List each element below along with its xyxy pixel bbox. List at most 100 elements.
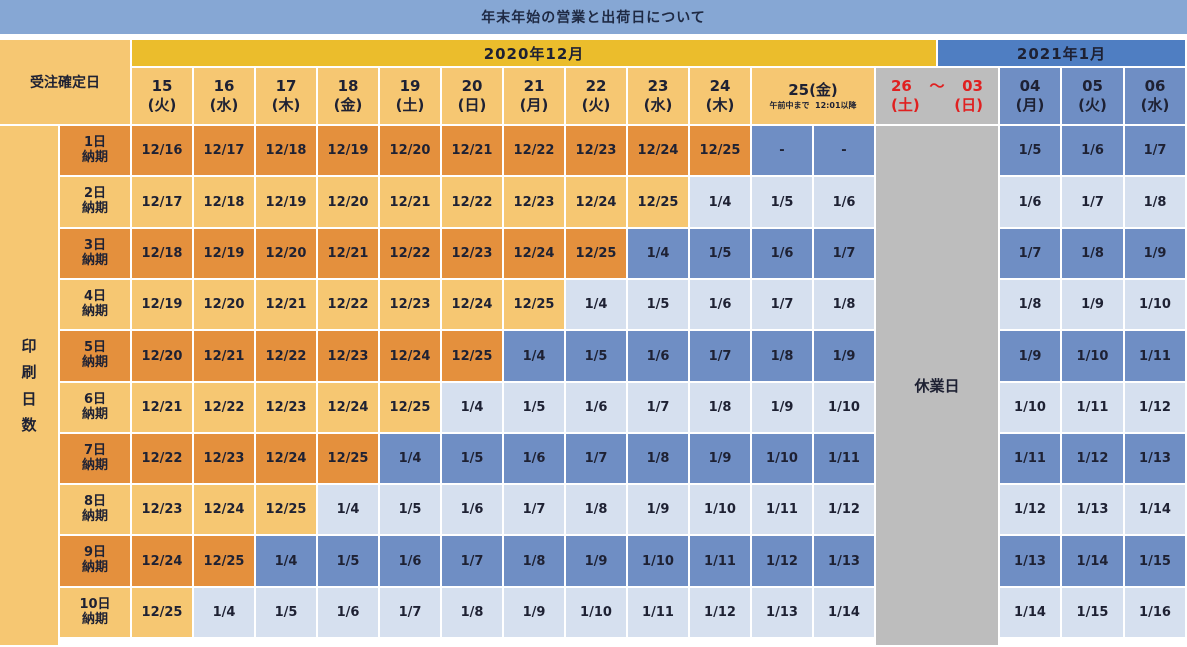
ship-date: 1/6 — [770, 246, 794, 261]
ship-date: 1/7 — [1018, 246, 1042, 261]
ship-date-cell: 1/6 — [442, 485, 504, 536]
ship-date-cell-jan: 1/10 — [1125, 280, 1187, 331]
ship-date: 1/6 — [584, 400, 608, 415]
ship-date: 12/25 — [451, 348, 493, 364]
ship-date-cell: 12/20 — [380, 126, 442, 177]
ship-date: 12/24 — [265, 451, 307, 466]
ship-date: 1/10 — [1014, 400, 1046, 415]
ship-date-cell-jan: 1/7 — [1062, 177, 1125, 229]
holiday-header: 26 〜 03 (土) (日) — [876, 68, 1000, 126]
ship-date-cell: 1/10 — [566, 588, 628, 639]
ship-date: 1/9 — [1081, 297, 1104, 312]
lead-days: 8日 — [83, 493, 107, 509]
ship-date: 1/6 — [1081, 143, 1104, 158]
holiday-dow-start: (土) — [891, 96, 920, 114]
ship-date-cell: 1/4 — [442, 383, 504, 434]
ship-date-cell: 12/25 — [566, 229, 628, 280]
ship-date: 1/6 — [708, 297, 732, 312]
ship-date: 1/12 — [1014, 502, 1046, 517]
ship-date: 12/24 — [513, 246, 555, 261]
ship-date: 12/25 — [327, 451, 369, 466]
ship-date-cell: 12/21 — [256, 280, 318, 331]
ship-date-cell: 1/7 — [814, 229, 876, 280]
ship-date-cell: 12/25 — [380, 383, 442, 434]
ship-date-cell: 12/23 — [566, 126, 628, 177]
ship-date: 12/22 — [513, 143, 555, 158]
holiday-tilde: 〜 — [929, 77, 945, 96]
ship-date: 1/14 — [828, 605, 860, 620]
ship-date-cell-jan: 1/12 — [1000, 485, 1062, 536]
ship-date: 1/13 — [1139, 451, 1171, 466]
ship-date: 12/18 — [141, 246, 183, 261]
ship-date-cell: 12/23 — [132, 485, 194, 536]
ship-date: 12/24 — [451, 297, 493, 312]
ship-date: - — [779, 143, 785, 158]
ship-date-cell: 1/6 — [752, 229, 814, 280]
ship-date-cell: 1/4 — [628, 229, 690, 280]
day-of-week: (月) — [519, 96, 549, 114]
ship-date: 1/13 — [1014, 553, 1046, 569]
holiday-end: 03 — [962, 77, 983, 96]
ship-date-cell: 1/5 — [690, 229, 752, 280]
ship-date: 12/24 — [389, 348, 431, 364]
row-label-6-day: 6日 納期 — [60, 383, 132, 434]
day-number: 21 — [523, 77, 545, 96]
ship-date: 1/11 — [642, 605, 674, 620]
ship-date-cell: 12/22 — [194, 383, 256, 434]
ship-date: 12/21 — [265, 297, 307, 312]
ship-date-cell: 12/24 — [194, 485, 256, 536]
day-header-dec-16: 16 (水) — [194, 68, 256, 126]
ship-date: 1/4 — [522, 348, 546, 364]
ship-date: 1/9 — [646, 502, 670, 517]
ship-date: 1/7 — [708, 348, 732, 364]
ship-date-cell: 1/8 — [628, 434, 690, 485]
ship-date-cell: 12/25 — [256, 485, 318, 536]
ship-date-cell: 1/7 — [380, 588, 442, 639]
ship-date: 1/8 — [770, 348, 794, 364]
ship-date-cell: 12/20 — [318, 177, 380, 229]
ship-date: 1/5 — [1018, 143, 1042, 158]
ship-date: 1/10 — [1076, 348, 1109, 364]
ship-date: 1/6 — [460, 502, 484, 517]
ship-date-cell: 12/17 — [194, 126, 256, 177]
ship-date: 1/7 — [1081, 194, 1104, 210]
ship-date: 1/6 — [832, 194, 856, 210]
ship-date-cell: 1/10 — [690, 485, 752, 536]
ship-date-cell: 1/4 — [504, 331, 566, 383]
row-label-4-day: 4日 納期 — [60, 280, 132, 331]
ship-date-cell: 12/25 — [318, 434, 380, 485]
ship-date: 1/12 — [1076, 451, 1109, 466]
day-of-week: (水) — [643, 96, 673, 114]
ship-date-cell-jan: 1/6 — [1000, 177, 1062, 229]
holiday-range-row: 26 〜 03 — [891, 77, 983, 96]
ship-date: 12/25 — [141, 605, 183, 620]
ship-date: 12/21 — [327, 246, 369, 261]
day-number: 23 — [647, 77, 669, 96]
ship-date: 1/6 — [646, 348, 670, 364]
day-of-week: (土) — [395, 96, 425, 114]
ship-date-cell-jan: 1/14 — [1000, 588, 1062, 639]
ship-date-cell: 1/4 — [318, 485, 380, 536]
ship-date-cell: 12/21 — [380, 177, 442, 229]
lead-days-suffix: 納期 — [81, 252, 108, 268]
ship-date-cell-jan: 1/11 — [1000, 434, 1062, 485]
day-of-week: (火) — [1078, 96, 1107, 114]
ship-date: 12/20 — [389, 143, 431, 158]
ship-date-cell: 12/23 — [504, 177, 566, 229]
ship-date-cell: 1/9 — [690, 434, 752, 485]
ship-date-cell: 1/5 — [566, 331, 628, 383]
ship-date: 12/23 — [141, 502, 183, 517]
ship-date-cell: 12/19 — [194, 229, 256, 280]
ship-date-cell: 12/20 — [194, 280, 256, 331]
ship-date-cell: 1/8 — [814, 280, 876, 331]
ship-date: 1/5 — [708, 246, 732, 261]
ship-date-cell: 1/11 — [752, 485, 814, 536]
day-number: 15 — [151, 77, 173, 96]
ship-date: 1/8 — [1018, 297, 1042, 312]
ship-date-cell: 12/21 — [132, 383, 194, 434]
day-number: 19 — [399, 77, 421, 96]
ship-date: - — [841, 143, 847, 158]
ship-date-cell: 12/22 — [380, 229, 442, 280]
ship-date-cell-jan: 1/9 — [1062, 280, 1125, 331]
ship-date-cell: 12/21 — [442, 126, 504, 177]
